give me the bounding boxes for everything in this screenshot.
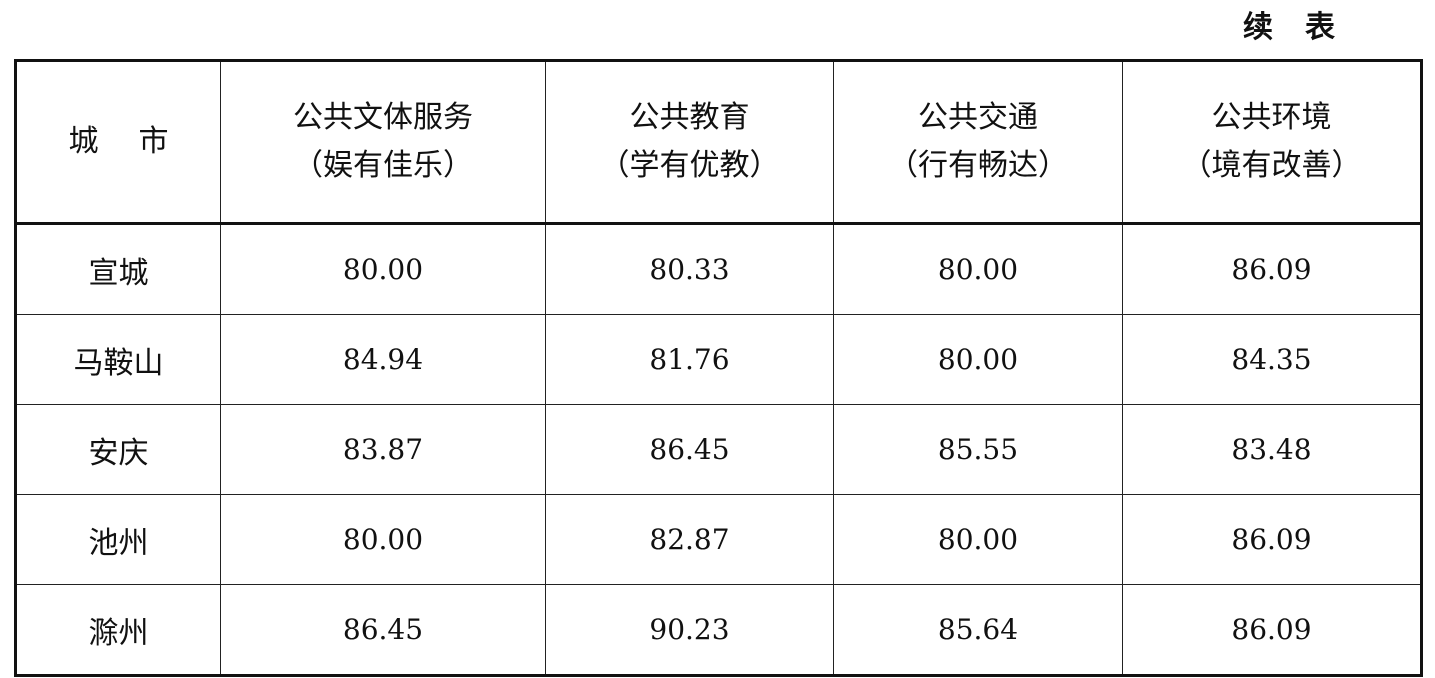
- score-cell: 84.94: [220, 314, 546, 405]
- table-row: 滁州 86.45 90.23 85.64 86.09: [15, 584, 1422, 676]
- header-sublabel: （学有优教）: [599, 148, 780, 183]
- table-row: 安庆 83.87 86.45 85.55 83.48: [15, 404, 1422, 495]
- score-cell: 90.23: [545, 584, 834, 676]
- score-cell: 80.00: [220, 494, 546, 585]
- header-row: 城市 公共文体服务 （娱有佳乐） 公共教育 （学有优教） 公共交通 （行有畅达） 公共…: [15, 60, 1422, 225]
- header-city: 城市: [15, 60, 221, 225]
- score-cell: 80.00: [220, 223, 546, 315]
- score-cell: 86.45: [220, 584, 546, 676]
- score-cell: 85.64: [833, 584, 1123, 676]
- header-sublabel: （娱有佳乐）: [293, 148, 473, 183]
- score-cell: 86.09: [1122, 223, 1422, 315]
- score-cell: 86.45: [545, 404, 834, 495]
- city-cell: 安庆: [15, 404, 221, 495]
- score-cell: 80.00: [833, 494, 1123, 585]
- table-continued-caption: 续表: [1243, 2, 1335, 46]
- table-row: 马鞍山 84.94 81.76 80.00 84.35: [15, 314, 1422, 405]
- header-label: 城市: [68, 124, 209, 159]
- header-education: 公共教育 （学有优教）: [545, 60, 834, 225]
- header-label: 公共交通: [918, 100, 1038, 135]
- table-row: 宣城 80.00 80.33 80.00 86.09: [15, 223, 1422, 315]
- caption-char: 续: [1243, 10, 1273, 45]
- score-cell: 84.35: [1122, 314, 1422, 405]
- header-environment: 公共环境 （境有改善）: [1122, 60, 1422, 225]
- header-sublabel: （行有畅达）: [888, 148, 1068, 183]
- score-cell: 86.09: [1122, 584, 1422, 676]
- score-cell: 82.87: [545, 494, 834, 585]
- city-cell: 池州: [15, 494, 221, 585]
- city-cell: 马鞍山: [15, 314, 221, 405]
- score-cell: 80.33: [545, 223, 834, 315]
- header-culture-sports: 公共文体服务 （娱有佳乐）: [220, 60, 546, 225]
- header-transport: 公共交通 （行有畅达）: [833, 60, 1123, 225]
- score-cell: 81.76: [545, 314, 834, 405]
- score-cell: 83.48: [1122, 404, 1422, 495]
- header-label: 公共环境: [1211, 100, 1332, 135]
- score-cell: 80.00: [833, 223, 1123, 315]
- table-row: 池州 80.00 82.87 80.00 86.09: [15, 494, 1422, 585]
- score-cell: 83.87: [220, 404, 546, 495]
- header-label: 公共教育: [629, 100, 750, 135]
- header-label: 公共文体服务: [293, 100, 473, 135]
- score-cell: 86.09: [1122, 494, 1422, 585]
- city-cell: 宣城: [15, 223, 221, 315]
- score-cell: 80.00: [833, 314, 1123, 405]
- score-cell: 85.55: [833, 404, 1123, 495]
- city-cell: 滁州: [15, 584, 221, 676]
- data-table: 城市 公共文体服务 （娱有佳乐） 公共教育 （学有优教） 公共交通 （行有畅达） 公共…: [14, 59, 1423, 677]
- header-sublabel: （境有改善）: [1181, 148, 1362, 183]
- caption-char: 表: [1305, 10, 1335, 45]
